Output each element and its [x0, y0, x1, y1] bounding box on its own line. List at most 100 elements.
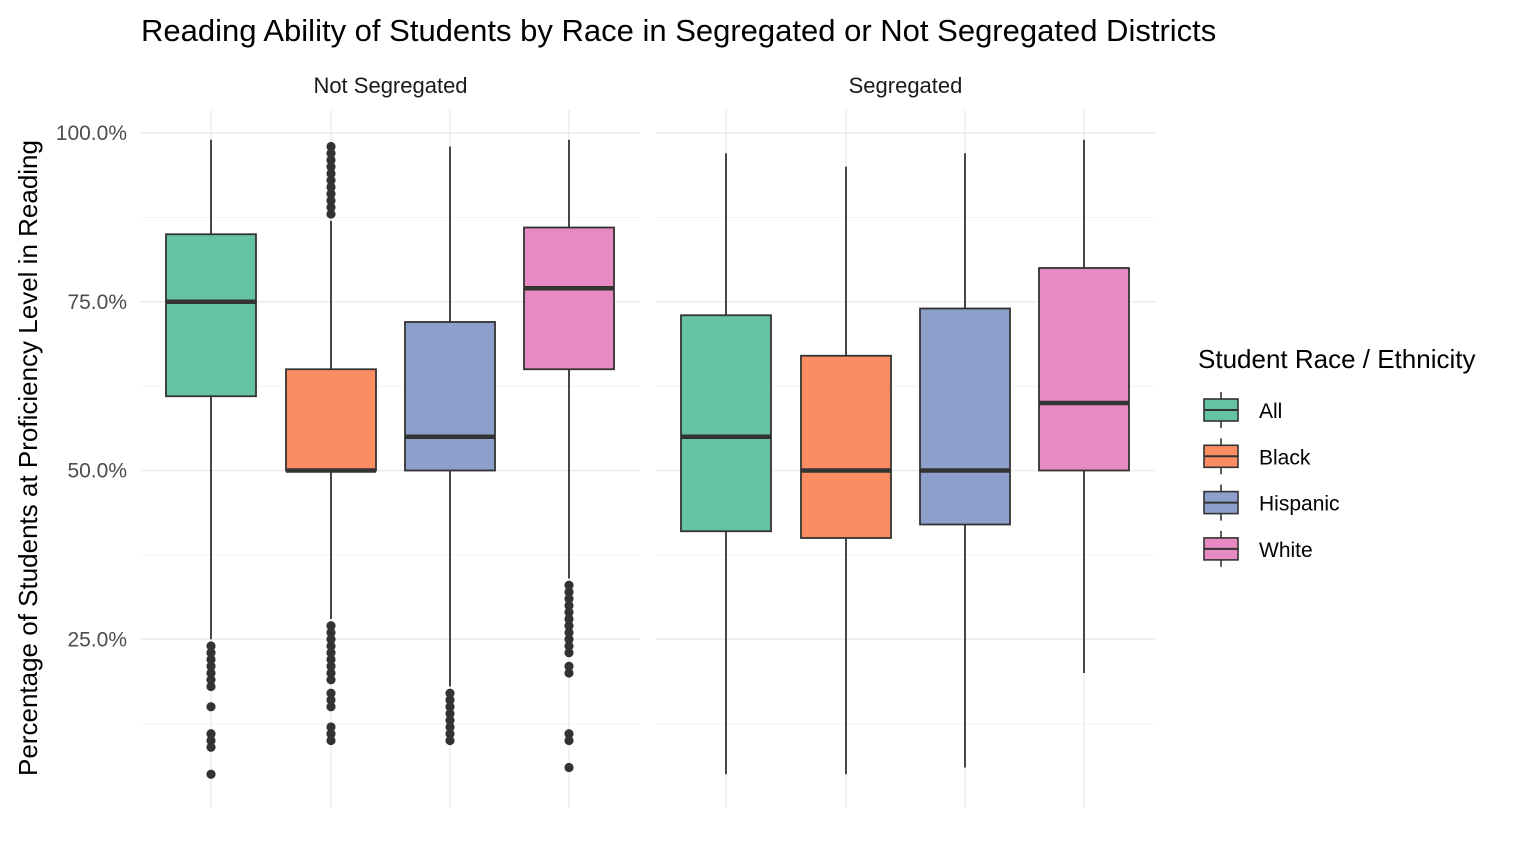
legend-item-white: White — [1203, 530, 1313, 567]
outlier-point — [564, 641, 574, 651]
outlier-point — [206, 668, 216, 678]
outlier-point — [564, 634, 574, 644]
outlier-point — [326, 735, 336, 746]
facets-layer: Not Segregated Segregated 25.0% 50.0% 75.0% 1… — [56, 73, 1155, 808]
outlier-point — [206, 735, 216, 746]
facet-panel-0: Not Segregated — [141, 73, 640, 808]
box-body — [1038, 267, 1130, 472]
outlier-point — [326, 141, 336, 152]
outlier-point — [326, 209, 336, 219]
legend: Student Race / Ethnicity All Black Hispani… — [1198, 344, 1475, 567]
outlier-point — [206, 675, 216, 685]
outlier-point — [206, 641, 216, 651]
outlier-point — [564, 627, 574, 638]
box-body — [165, 233, 257, 398]
facet-panel-1: Segregated — [656, 73, 1155, 808]
y-tick-label: 75.0% — [67, 291, 127, 314]
outlier-point — [206, 769, 216, 779]
outlier-point — [564, 621, 574, 631]
outlier-point — [564, 735, 574, 746]
outlier-point — [326, 627, 336, 638]
outlier-point — [564, 580, 574, 590]
legend-label: Hispanic — [1259, 493, 1340, 516]
outlier-point — [326, 189, 336, 199]
outlier-point — [326, 654, 336, 665]
outlier-point — [564, 668, 574, 678]
outlier-point — [326, 168, 336, 179]
outlier-point — [206, 681, 216, 692]
outlier-point — [326, 175, 336, 185]
facet-strip-label: Segregated — [849, 73, 963, 98]
outlier-point — [445, 708, 455, 719]
legend-item-black: Black — [1203, 438, 1311, 475]
box-body — [680, 314, 772, 533]
legend-title: Student Race / Ethnicity — [1198, 344, 1475, 374]
outlier-point — [326, 695, 336, 705]
outlier-point — [564, 607, 574, 617]
y-axis-label: Percentage of Students at Proficiency Le… — [13, 140, 43, 776]
outlier-point — [445, 722, 455, 732]
outlier-point — [326, 729, 336, 739]
box-body — [285, 368, 377, 472]
outlier-point — [326, 688, 336, 698]
y-tick-label: 50.0% — [67, 460, 127, 483]
legend-label: White — [1259, 539, 1313, 562]
outlier-point — [326, 182, 336, 192]
outlier-point — [326, 641, 336, 651]
box-white — [523, 139, 615, 773]
outlier-point — [326, 195, 336, 206]
outlier-point — [445, 702, 455, 712]
outlier-point — [326, 621, 336, 631]
outlier-point — [326, 648, 336, 658]
legend-item-hispanic: Hispanic — [1203, 484, 1340, 521]
box-hispanic — [919, 153, 1011, 768]
legend-label: All — [1259, 400, 1282, 423]
box-body — [919, 307, 1011, 526]
outlier-point — [206, 648, 216, 658]
outlier-point — [445, 729, 455, 739]
y-tick-label: 100.0% — [56, 122, 127, 145]
box-all — [680, 153, 772, 775]
outlier-point — [326, 148, 336, 158]
outlier-point — [564, 600, 574, 611]
chart-title: Reading Ability of Students by Race in S… — [141, 13, 1216, 48]
facet-strip-label: Not Segregated — [313, 73, 467, 98]
outlier-point — [326, 661, 336, 671]
outlier-point — [326, 668, 336, 678]
legend-label: Black — [1259, 446, 1311, 469]
outlier-point — [564, 762, 574, 773]
box-black — [285, 141, 377, 746]
box-body — [800, 354, 892, 539]
outlier-point — [564, 594, 574, 604]
outlier-point — [206, 654, 216, 665]
outlier-point — [564, 661, 574, 671]
outlier-point — [326, 634, 336, 644]
outlier-point — [445, 688, 455, 698]
outlier-point — [445, 715, 455, 725]
box-body — [523, 226, 615, 371]
box-white — [1038, 139, 1130, 673]
outlier-point — [564, 729, 574, 739]
box-hispanic — [404, 146, 496, 746]
outlier-point — [326, 675, 336, 685]
outlier-point — [206, 729, 216, 739]
outlier-point — [564, 648, 574, 658]
outlier-point — [445, 735, 455, 746]
outlier-point — [326, 202, 336, 212]
outlier-point — [445, 695, 455, 705]
outlier-point — [326, 155, 336, 165]
legend-item-all: All — [1203, 392, 1282, 428]
outlier-point — [564, 614, 574, 624]
outlier-point — [206, 742, 216, 752]
box-all — [165, 139, 257, 779]
box-black — [800, 166, 892, 775]
outlier-point — [564, 587, 574, 597]
outlier-point — [326, 702, 336, 712]
outlier-point — [326, 162, 336, 172]
legend-items: All Black Hispanic White — [1203, 392, 1340, 567]
y-tick-label: 25.0% — [67, 628, 127, 651]
outlier-point — [206, 661, 216, 671]
outlier-point — [206, 702, 216, 712]
box-body — [404, 321, 496, 472]
